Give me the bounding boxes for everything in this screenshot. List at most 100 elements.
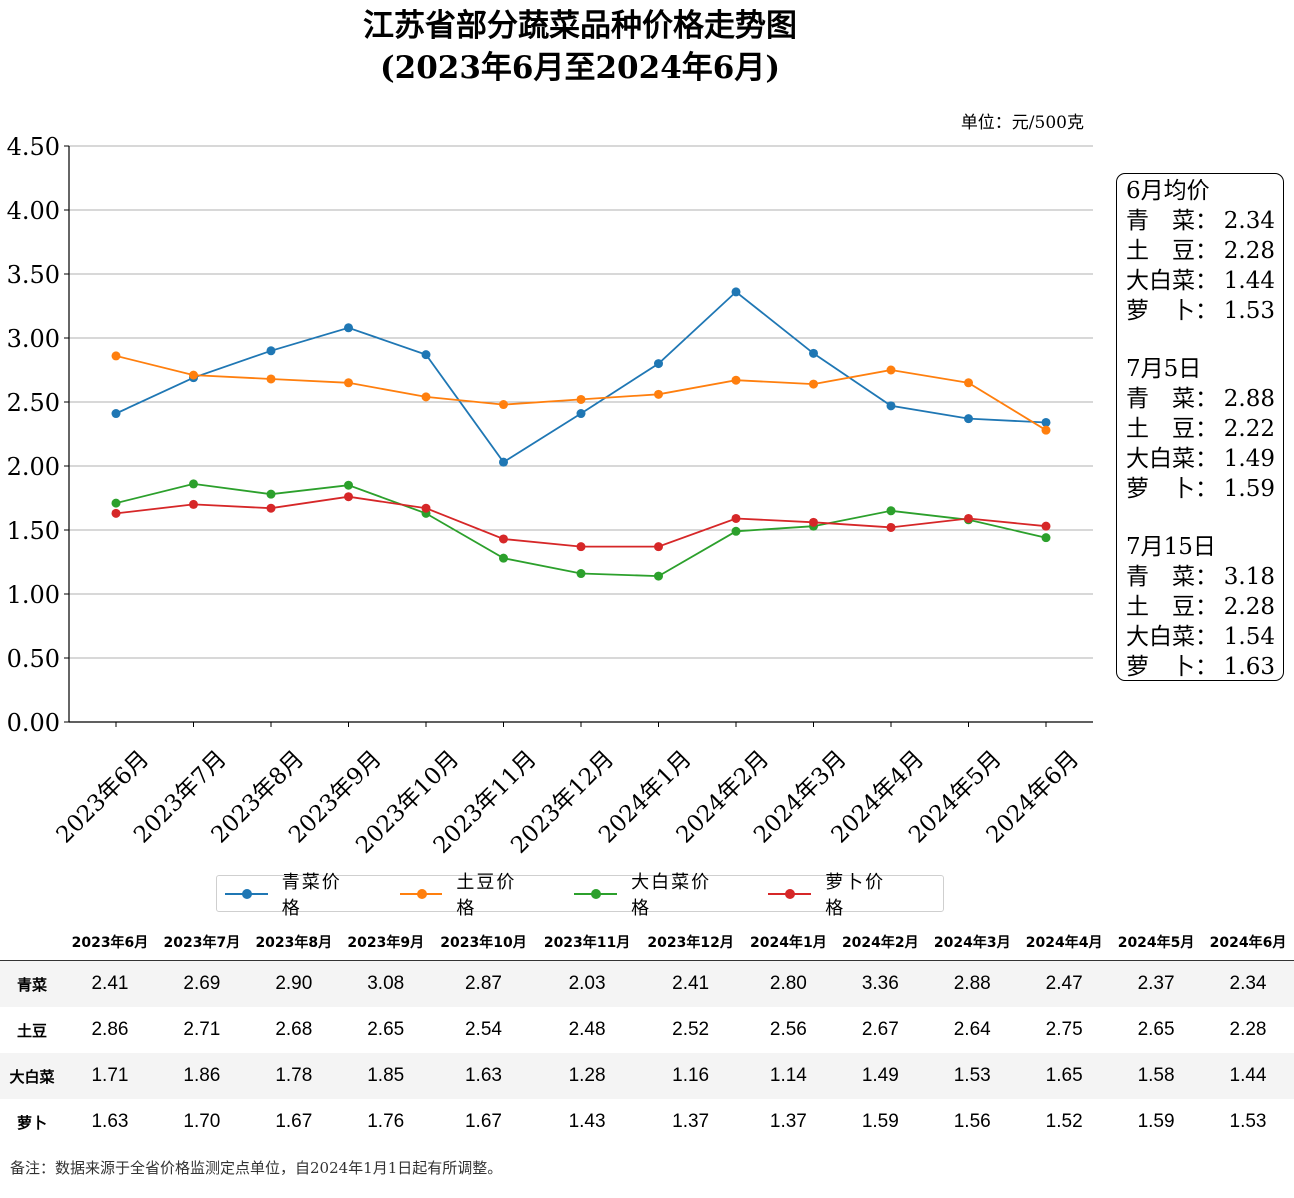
legend: 青菜价格 土豆价格 大白菜价格 萝卜价格 — [216, 872, 944, 919]
table-cell: 2.88 — [926, 960, 1019, 1007]
data-point — [421, 350, 431, 360]
unit-label: 单位：元/500克 — [960, 113, 1084, 133]
data-point — [189, 479, 198, 489]
table-cell: 2.86 — [91, 1019, 129, 1040]
data-point — [576, 542, 586, 552]
info-gap — [1126, 504, 1275, 532]
y-tick-label: 0.00 — [7, 709, 60, 737]
data-point — [499, 553, 508, 563]
legend-marker — [785, 888, 796, 899]
data-point — [964, 414, 973, 424]
line-chart: 0.00 0.50 1.00 1.50 2.00 2.50 3.00 3.50 4.00 4.50… — [7, 133, 1093, 859]
info-row: 土 豆： 2.22 — [1126, 414, 1275, 444]
table-cell: 2.90 — [247, 960, 340, 1007]
legend-swatch — [399, 888, 443, 899]
data-point — [1041, 417, 1051, 427]
info-row: 土 豆： 2.28 — [1126, 236, 1275, 266]
info-row: 青 菜： 2.34 — [1126, 206, 1275, 236]
table-cell: 2.64 — [953, 1019, 991, 1040]
table-row: 土豆 2.86 2.71 2.68 2.65 2.54 2.48 2.52 2.56 2.67 2.… — [0, 1007, 1294, 1053]
data-point — [964, 513, 973, 523]
table-cell: 1.43 — [568, 1111, 606, 1132]
legend-marker — [416, 888, 427, 899]
table-header-cell: 2024年1月 — [742, 924, 835, 961]
table-row-label: 青菜 — [0, 960, 64, 1007]
table-cell: 2.52 — [672, 1019, 710, 1040]
data-point — [344, 323, 353, 333]
table-cell: 2.28 — [1229, 1019, 1267, 1040]
data-point — [731, 287, 741, 297]
series-lines — [115, 290, 1047, 578]
table-cell: 2.54 — [464, 1019, 502, 1040]
data-point — [654, 542, 663, 552]
table-row: 大白菜 1.71 1.86 1.78 1.85 1.63 1.28 1.16 1.14 1.49 1… — [0, 1053, 1294, 1099]
table-row-label: 大白菜 — [0, 1053, 64, 1099]
info-label: 青 菜： — [1126, 208, 1218, 234]
info-row: 萝 卜： 1.53 — [1126, 296, 1275, 326]
info-label: 青 菜： — [1126, 564, 1218, 590]
table-corner — [0, 924, 64, 961]
table-cell: 1.63 — [91, 1111, 129, 1132]
data-point — [886, 506, 896, 516]
table-cell: 1.59 — [1137, 1111, 1175, 1132]
series-line-0 — [115, 290, 1047, 464]
table-cell: 2.47 — [1018, 960, 1111, 1007]
legend-item: 青菜价格 — [225, 868, 360, 920]
info-row: 萝 卜： 1.63 — [1126, 652, 1275, 682]
footnote: 备注：数据来源于全省价格监测定点单位，自2024年1月1日起有所调整。 — [10, 1159, 503, 1177]
data-point — [654, 359, 663, 369]
info-value: 1.44 — [1223, 268, 1275, 294]
info-value: 2.22 — [1223, 416, 1275, 442]
data-point — [809, 348, 818, 358]
info-value: 1.59 — [1223, 476, 1275, 502]
info-label: 萝 卜： — [1126, 654, 1218, 680]
data-point — [111, 351, 121, 361]
info-value: 3.18 — [1223, 564, 1275, 590]
table-header-cell: 2023年9月 — [339, 924, 432, 961]
legend-marker — [591, 888, 602, 899]
table-cell: 2.34 — [1202, 960, 1294, 1007]
table-row-label: 土豆 — [16, 1021, 47, 1040]
table-cell: 3.36 — [834, 960, 927, 1007]
table-cell: 1.49 — [834, 1053, 927, 1099]
data-point — [1041, 533, 1051, 543]
info-label: 土 豆： — [1126, 594, 1218, 620]
chart-title: 江苏省部分蔬菜品种价格走势图 — [363, 8, 797, 44]
info-heading: 7月5日 — [1126, 356, 1202, 382]
table-cell: 1.52 — [1045, 1111, 1083, 1132]
data-point — [731, 513, 741, 523]
data-point — [111, 498, 121, 508]
table-cell: 1.67 — [275, 1111, 313, 1132]
y-tick-label: 1.50 — [7, 517, 60, 545]
table-header-cell: 2024年6月 — [1202, 924, 1294, 961]
data-point — [731, 526, 741, 536]
info-heading: 7月15日 — [1126, 534, 1216, 560]
data-point — [886, 401, 896, 411]
data-point — [809, 379, 818, 389]
table-cell: 2.67 — [861, 1019, 899, 1040]
data-point — [731, 375, 741, 385]
info-row: 土 豆： 2.28 — [1126, 592, 1275, 622]
legend-swatch — [225, 888, 268, 899]
table-cell: 2.56 — [769, 1019, 807, 1040]
data-point — [886, 365, 896, 375]
data-point — [886, 522, 896, 532]
info-gap — [1126, 326, 1275, 354]
table-header-cell: 2023年10月 — [431, 924, 536, 961]
data-point — [266, 489, 276, 499]
table-header-cell: 2024年3月 — [926, 924, 1019, 961]
grid-lines — [69, 145, 1093, 659]
legend-label: 大白菜价格 — [631, 871, 712, 919]
data-point — [1041, 521, 1051, 531]
table-cell: 1.53 — [926, 1053, 1019, 1099]
info-value: 2.28 — [1223, 238, 1275, 264]
table-cell: 1.56 — [953, 1111, 991, 1132]
table-row: 青菜 2.41 2.69 2.90 3.08 2.87 2.03 2.41 2.80 3.36 2.… — [0, 960, 1294, 1007]
table-header-cell: 2023年7月 — [155, 924, 248, 961]
table-cell: 2.71 — [183, 1019, 221, 1040]
data-point — [964, 378, 973, 388]
legend-label: 土豆价格 — [456, 871, 517, 919]
table-cell: 2.75 — [1045, 1019, 1083, 1040]
table-cell: 1.65 — [1018, 1053, 1111, 1099]
legend-item: 大白菜价格 — [574, 868, 728, 920]
